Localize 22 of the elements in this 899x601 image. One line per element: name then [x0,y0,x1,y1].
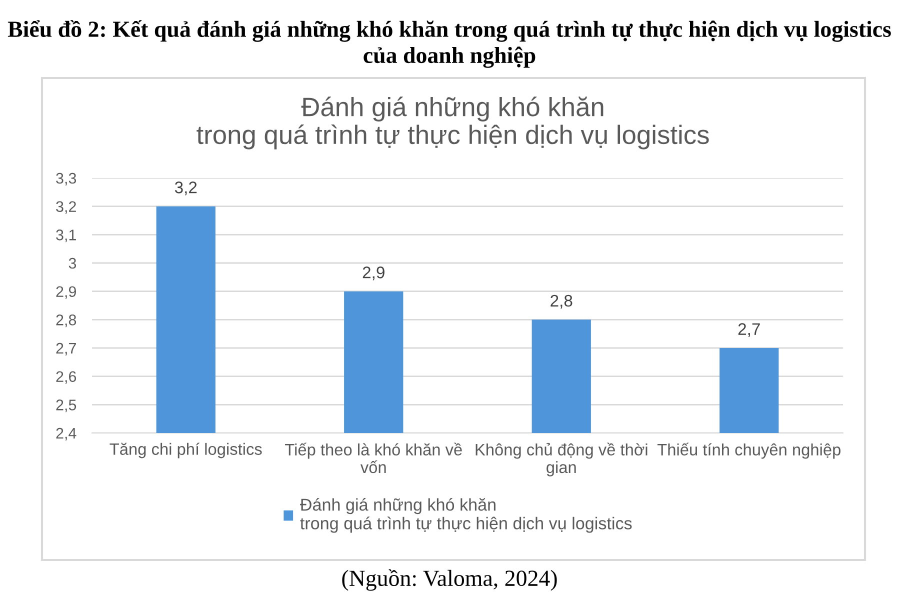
chart-title: Biểu đồ 2: Kết quả đánh giá những khó khăn trong quá trình tự thực hiện dịch vụ logistics của doanh nghiệp [8,20,891,68]
y-tick-label: 3,3 [56,172,76,186]
data-label: 2,8 [550,294,572,309]
y-tick-label: 2,9 [56,286,76,299]
x-tick-label: Tăng chi phí logistics [110,442,262,458]
y-tick-label: 3,2 [56,201,76,214]
y-tick-label: 3 [68,258,76,269]
data-label: 2,9 [362,266,384,280]
x-tick-label: Không chủ động về thời gian [476,442,648,476]
y-tick-label: 2,8 [56,314,76,328]
y-tick-label: 2,5 [56,400,76,412]
text: (Nguồn: Valoma, 2024) [342,569,557,591]
y-tick-label: 2,4 [56,428,76,440]
y-tick-label: 3,1 [56,230,76,242]
y-tick-label: 2,7 [56,342,76,356]
chart-subtitle: Đánh giá những khó khăn trong quá trình tự thực hiện dịch vụ logistics [196,96,709,150]
x-tick-label: Thiếu tính chuyên nghiệp [657,442,840,459]
y-tick-label: 2,6 [56,371,76,384]
data-label: 3,2 [174,182,197,196]
data-label: 2,7 [738,323,760,337]
legend-label: Đánh giá những khó khăn trong quá trình tự thực hiện dịch vụ logistics [300,498,632,533]
x-tick-label: Tiếp theo là khó khăn về vốn [285,442,462,474]
